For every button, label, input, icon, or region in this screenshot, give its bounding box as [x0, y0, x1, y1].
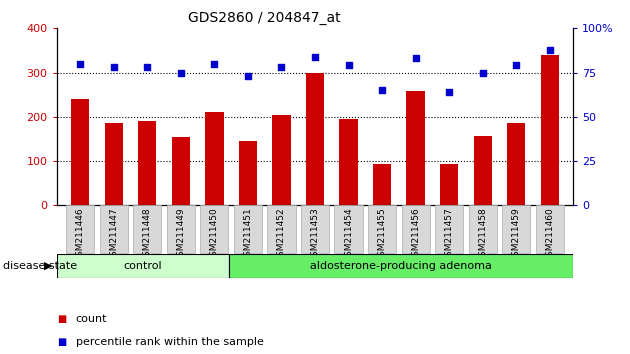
Point	[142, 64, 152, 70]
Text: GSM211455: GSM211455	[377, 208, 387, 262]
Text: GSM211452: GSM211452	[277, 208, 286, 262]
Point	[377, 87, 387, 93]
Point	[310, 54, 320, 59]
Point	[411, 56, 421, 61]
FancyBboxPatch shape	[200, 205, 229, 253]
Bar	[71, 99, 89, 205]
Text: count: count	[76, 314, 107, 324]
Point	[75, 61, 85, 67]
Text: ▶: ▶	[44, 261, 52, 271]
Text: aldosterone-producing adenoma: aldosterone-producing adenoma	[310, 261, 492, 271]
Text: GSM211453: GSM211453	[311, 208, 319, 262]
Point	[478, 70, 488, 75]
Bar	[272, 115, 290, 205]
Text: control: control	[123, 261, 162, 271]
Point	[176, 70, 186, 75]
Text: ■: ■	[57, 337, 66, 347]
Bar	[474, 136, 492, 205]
Bar	[239, 141, 257, 205]
Point	[277, 64, 287, 70]
Text: GSM211447: GSM211447	[109, 208, 118, 262]
Point	[209, 61, 219, 67]
Bar	[340, 119, 358, 205]
FancyBboxPatch shape	[57, 254, 229, 278]
FancyBboxPatch shape	[234, 205, 262, 253]
Bar	[138, 121, 156, 205]
Point	[109, 64, 119, 70]
Text: GSM211450: GSM211450	[210, 208, 219, 262]
FancyBboxPatch shape	[66, 205, 94, 253]
Bar	[507, 122, 525, 205]
Bar	[171, 137, 190, 205]
Bar	[406, 91, 425, 205]
Text: GSM211456: GSM211456	[411, 208, 420, 262]
Bar	[306, 73, 324, 205]
Text: GSM211449: GSM211449	[176, 208, 185, 262]
Point	[545, 47, 555, 52]
Bar	[105, 124, 123, 205]
Text: percentile rank within the sample: percentile rank within the sample	[76, 337, 263, 347]
Bar	[205, 113, 224, 205]
FancyBboxPatch shape	[401, 205, 430, 253]
FancyBboxPatch shape	[435, 205, 463, 253]
FancyBboxPatch shape	[335, 205, 363, 253]
Point	[343, 63, 353, 68]
Text: GSM211457: GSM211457	[445, 208, 454, 262]
Bar	[373, 164, 391, 205]
Text: GSM211459: GSM211459	[512, 208, 521, 262]
FancyBboxPatch shape	[167, 205, 195, 253]
Text: GSM211460: GSM211460	[546, 208, 554, 262]
Text: GSM211458: GSM211458	[478, 208, 487, 262]
Text: disease state: disease state	[3, 261, 77, 271]
Text: GSM211448: GSM211448	[143, 208, 152, 262]
FancyBboxPatch shape	[133, 205, 161, 253]
Text: GSM211454: GSM211454	[344, 208, 353, 262]
FancyBboxPatch shape	[536, 205, 564, 253]
Text: GDS2860 / 204847_at: GDS2860 / 204847_at	[188, 11, 341, 25]
Bar	[440, 164, 459, 205]
Bar	[541, 55, 559, 205]
Text: GSM211446: GSM211446	[76, 208, 84, 262]
Point	[444, 89, 454, 95]
FancyBboxPatch shape	[100, 205, 128, 253]
FancyBboxPatch shape	[267, 205, 295, 253]
FancyBboxPatch shape	[469, 205, 497, 253]
FancyBboxPatch shape	[502, 205, 530, 253]
Point	[511, 63, 521, 68]
FancyBboxPatch shape	[368, 205, 396, 253]
Text: ■: ■	[57, 314, 66, 324]
FancyBboxPatch shape	[301, 205, 329, 253]
Point	[243, 73, 253, 79]
Text: GSM211451: GSM211451	[243, 208, 253, 262]
FancyBboxPatch shape	[229, 254, 573, 278]
